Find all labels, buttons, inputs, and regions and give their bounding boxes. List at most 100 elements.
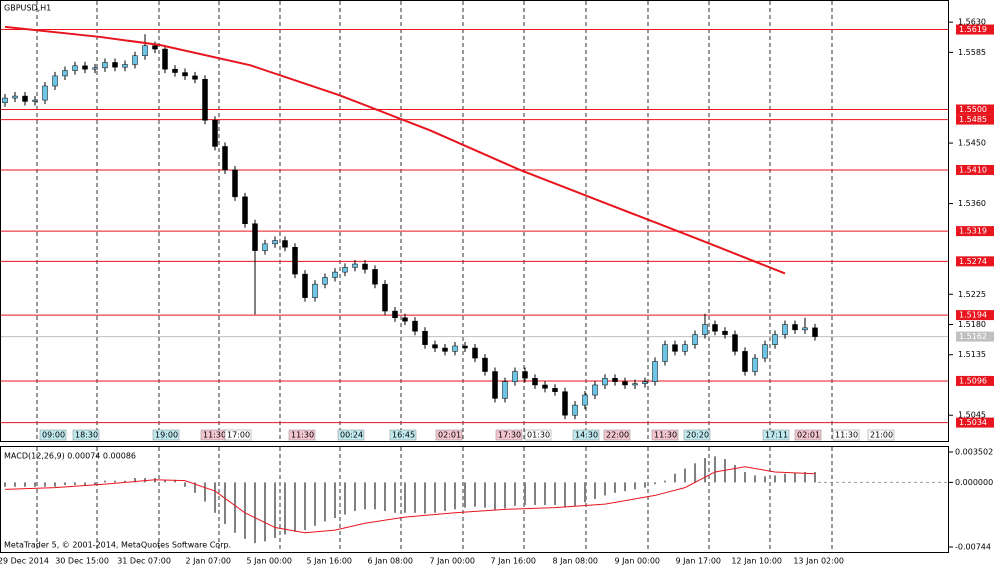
level-tag [956,114,994,125]
macd-bar [434,482,436,513]
macd-bar [214,482,216,513]
macd-bar [324,482,326,522]
macd-bar [384,482,386,512]
macd-bar [244,482,246,539]
macd-bar [674,473,676,483]
macd-bar [44,482,46,487]
candle-body [652,361,658,382]
candle-body [362,263,368,270]
main-panel [0,0,949,442]
level-tag [956,24,994,35]
y-tick-label: 0.003502 [955,448,993,457]
candle-body [452,345,458,352]
candle-body [262,243,268,251]
macd-bar [424,482,426,514]
level-label: 1.5319 [959,227,987,236]
x-tick-label: 7 Jan 00:00 [429,557,475,566]
candle-body [172,68,178,73]
macd-bar [234,482,236,533]
candle-body [502,381,508,399]
macd-bar [614,482,616,493]
candle-body [632,383,638,386]
macd-bar [134,478,136,483]
level-label: 1.5619 [959,25,987,34]
macd-bar [734,465,736,483]
candle-body [252,223,258,251]
candle-body [722,330,728,335]
time-marker [524,429,552,441]
candle-body [312,283,318,298]
level-tag [956,375,994,386]
time-marker [651,429,679,441]
macd-bar [544,482,546,505]
macd-bar [224,482,226,525]
time-marker [72,429,100,441]
time-marker-label: 00:24 [340,431,363,440]
level-tag [956,256,994,267]
macd-bar [294,482,296,532]
macd-bar [64,482,66,486]
macd-bar [644,482,646,488]
candle-body [432,344,438,349]
candle-body [32,99,38,102]
macd-title: MACD(12,26,9) 0.00074 0.00086 [4,452,136,461]
time-marker [435,429,463,441]
level-tag [956,104,994,115]
candle-body [622,381,628,386]
macd-bar [84,482,86,486]
level-label: 1.5096 [959,376,987,385]
macd-bar [524,482,526,505]
macd-bar [464,482,466,508]
macd-bar [254,482,256,544]
candle-body [112,62,118,68]
y-tick-label: -0.00744 [955,543,991,552]
candle-body [692,334,698,345]
candle-body [352,263,358,268]
macd-bar [534,482,536,505]
chart-title: GBPUSD,H1 [4,4,51,13]
macd-bar [754,475,756,483]
macd-bar [54,482,56,487]
x-tick-label: 30 Dec 15:00 [55,557,109,566]
candle-body [232,169,238,198]
macd-bar [174,479,176,483]
macd-bar [784,473,786,483]
macd-bar [14,482,16,487]
macd-bar [694,463,696,483]
candle-body [512,371,518,382]
time-marker-label: 02:01 [797,431,820,440]
macd-bar [704,458,706,483]
candle-body [562,391,568,416]
current-price-label: 1.5162 [959,332,987,341]
x-tick-label: 9 Jan 00:00 [614,557,660,566]
candle-body [302,273,308,298]
signal-line [4,466,816,534]
macd-bar [334,482,336,519]
candle-body [812,327,818,337]
time-marker-label: 22:00 [606,431,629,440]
candle-body [222,146,228,171]
candle-body [782,324,788,335]
macd-bar [314,482,316,526]
candle-body [582,394,588,406]
current-price-tag [956,331,994,342]
footer: MetaTrader 5, © 2001-2014, MetaQuotes So… [4,541,231,550]
x-tick-label: 6 Jan 08:00 [367,557,413,566]
candle-body [92,67,98,70]
x-tick-label: 5 Jan 16:00 [306,557,352,566]
time-marker [832,429,860,441]
y-tick-label: 1.5225 [958,290,986,299]
macd-bar [794,472,796,483]
candle-body [272,240,278,245]
candle-body [552,388,558,392]
candle-body [732,334,738,352]
candle-body [642,381,648,384]
candle-body [12,95,18,99]
x-tick-label: 29 Dec 2014 [0,557,49,566]
candle-body [482,357,488,372]
macd-bar [564,482,566,508]
time-marker [152,429,180,441]
x-tick-label: 8 Jan 08:00 [552,557,598,566]
macd-bar [684,468,686,483]
candle-body [402,317,408,322]
